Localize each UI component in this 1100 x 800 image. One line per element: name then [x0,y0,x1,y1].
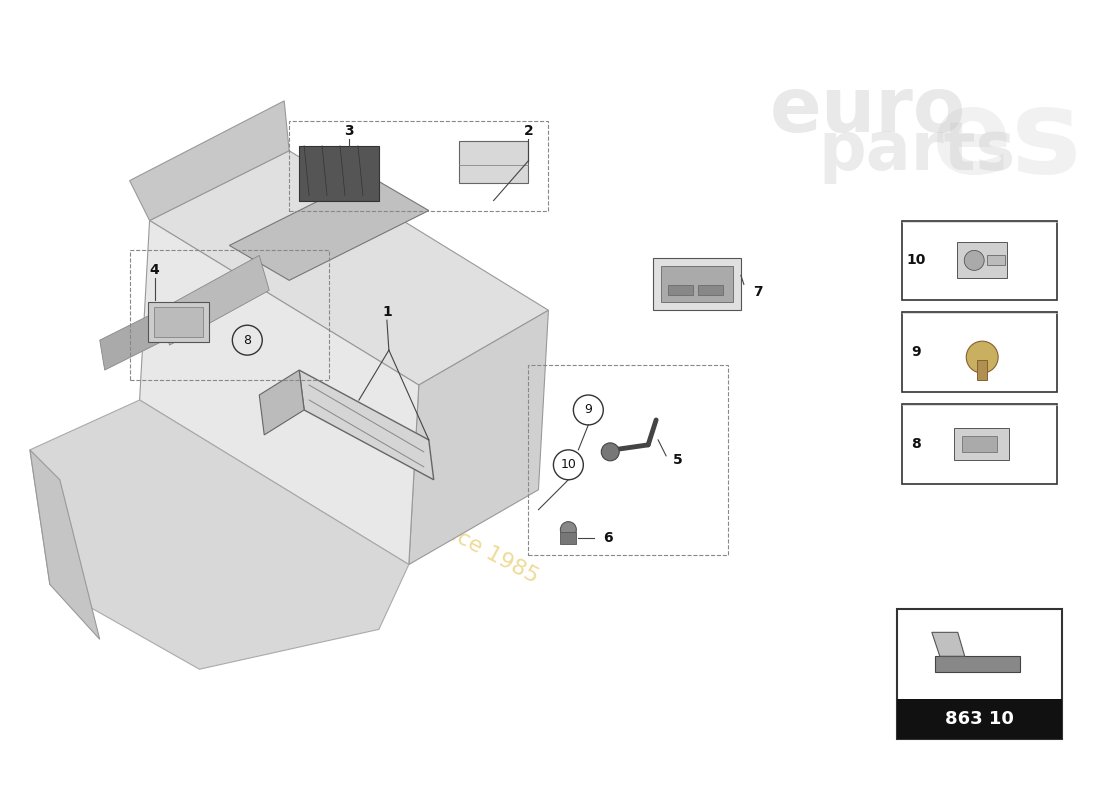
Bar [459,141,528,182]
Text: es: es [932,83,1082,198]
Text: 8: 8 [243,334,251,346]
Bar [957,242,1008,278]
Text: 6: 6 [604,530,613,545]
Bar [987,255,1005,266]
Polygon shape [30,450,100,639]
Bar [528,365,728,554]
Bar [955,428,1009,460]
Text: 1: 1 [382,306,392,319]
Bar [289,121,549,210]
Bar [661,266,733,302]
Text: 9: 9 [912,345,921,359]
Bar [154,307,204,337]
Text: 10: 10 [560,458,576,471]
Polygon shape [229,176,429,280]
Bar [902,312,1057,392]
Circle shape [560,522,576,538]
Text: 7: 7 [754,286,762,299]
Bar [898,699,1062,739]
Text: 3: 3 [344,124,354,138]
Polygon shape [140,221,419,565]
Bar [902,221,1057,300]
Bar [653,258,741,310]
Circle shape [966,341,998,373]
Bar [962,436,997,452]
Bar [299,146,378,201]
Bar [698,286,723,295]
Circle shape [602,443,619,461]
Polygon shape [932,632,965,656]
Bar [560,532,576,543]
Text: 9: 9 [584,403,592,417]
Text: parts: parts [818,118,1016,184]
Bar [130,250,329,380]
Text: 10: 10 [906,254,926,267]
Polygon shape [130,101,289,221]
Polygon shape [150,150,549,385]
Bar [977,360,987,380]
Text: 4: 4 [150,263,160,278]
Bar [147,302,209,342]
Polygon shape [409,310,549,565]
Text: 5: 5 [673,453,683,467]
Polygon shape [260,370,304,435]
Text: 863 10: 863 10 [945,710,1014,728]
Circle shape [965,250,985,270]
Text: 8: 8 [912,437,922,451]
Bar [898,610,1062,739]
Text: euro: euro [769,74,966,148]
Polygon shape [30,400,409,670]
Bar [668,286,693,295]
Text: a passion for parts since 1985: a passion for parts since 1985 [235,412,542,588]
Polygon shape [160,255,270,345]
Bar [902,404,1057,484]
Text: 2: 2 [524,124,534,138]
Polygon shape [935,656,1020,672]
Polygon shape [299,370,433,480]
Polygon shape [100,310,165,370]
